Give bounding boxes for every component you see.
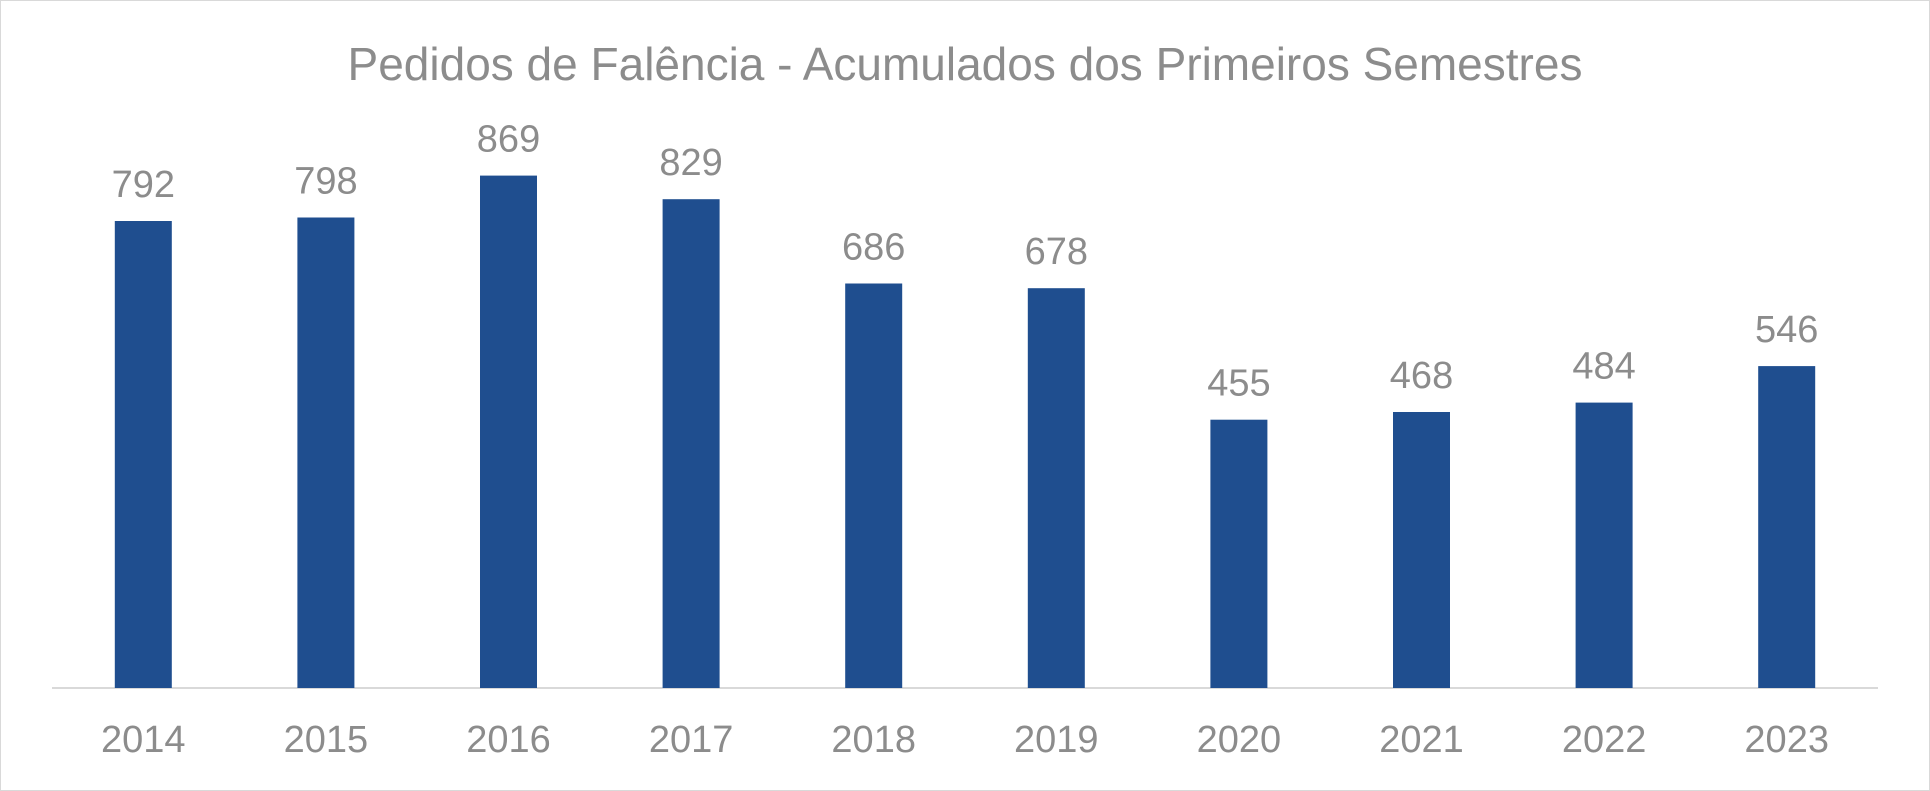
data-label-2021: 468 — [1390, 355, 1453, 397]
x-tick-label-2020: 2020 — [1197, 719, 1282, 761]
x-tick-label-2021: 2021 — [1379, 719, 1464, 761]
bar-2019 — [1027, 288, 1085, 688]
bar-2017 — [662, 199, 720, 688]
data-label-2014: 792 — [112, 164, 175, 206]
x-tick-label-2022: 2022 — [1562, 719, 1647, 761]
bar-2016 — [480, 175, 537, 689]
data-label-2018: 686 — [842, 227, 905, 269]
x-tick-label-2017: 2017 — [649, 719, 734, 761]
data-label-2015: 798 — [294, 161, 357, 203]
bar-2018 — [845, 283, 903, 688]
bar-2020 — [1210, 419, 1268, 688]
bar-2014 — [114, 221, 172, 688]
x-tick-label-2016: 2016 — [466, 719, 551, 761]
chart-title: Pedidos de Falência - Acumulados dos Pri… — [348, 38, 1583, 90]
bar-2023 — [1758, 366, 1816, 688]
x-tick-label-2023: 2023 — [1744, 719, 1829, 761]
data-label-2017: 829 — [659, 142, 722, 184]
data-label-2019: 678 — [1025, 231, 1088, 273]
x-tick-label-2014: 2014 — [101, 719, 186, 761]
bar-2021 — [1393, 412, 1450, 688]
data-label-2020: 455 — [1207, 363, 1270, 405]
bars-group — [114, 175, 1816, 689]
x-tick-label-2015: 2015 — [284, 719, 369, 761]
x-tick-labels-group: 2014 2015 2016 2017 2018 2019 2020 2021 2022 2023 — [101, 719, 1829, 761]
bar-2022 — [1575, 402, 1633, 688]
bar-2015 — [297, 217, 355, 688]
data-label-2022: 484 — [1572, 346, 1635, 388]
data-label-2016: 869 — [477, 119, 540, 161]
data-labels-group: 792 798 869 829 686 678 455 468 484 546 — [112, 119, 1819, 405]
data-label-2023: 546 — [1755, 309, 1818, 351]
x-tick-label-2019: 2019 — [1014, 719, 1099, 761]
x-tick-label-2018: 2018 — [831, 719, 916, 761]
